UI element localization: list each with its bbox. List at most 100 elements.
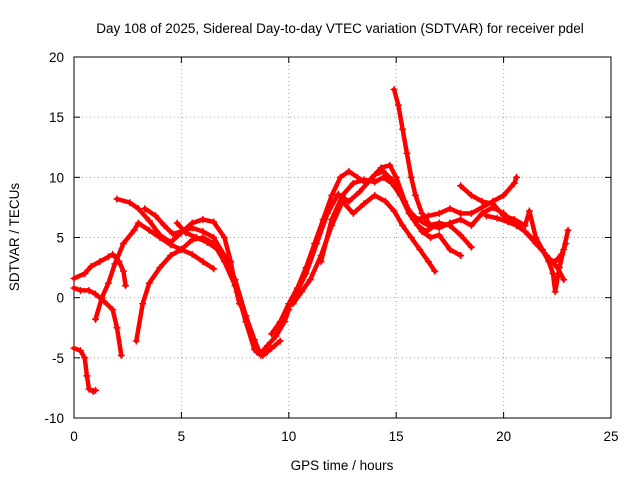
data-point-marker (210, 234, 218, 241)
data-point-marker (156, 231, 164, 239)
data-point-marker (360, 176, 368, 184)
data-point-marker (412, 191, 420, 199)
y-tick-label: -10 (44, 411, 64, 426)
data-point-marker (276, 318, 284, 326)
data-point-marker (145, 217, 153, 225)
x-tick-label: 15 (389, 429, 404, 444)
data-point-marker (298, 288, 306, 296)
data-point-marker (81, 354, 89, 362)
chart-title: Day 108 of 2025, Sidereal Day-to-day VTE… (96, 21, 583, 36)
data-point-marker (377, 164, 385, 172)
data-point-marker (188, 250, 196, 258)
data-point-marker (388, 179, 396, 187)
data-point-marker (478, 197, 486, 205)
series-line (134, 235, 270, 358)
data-point-marker (122, 282, 130, 290)
data-point-marker (182, 229, 190, 237)
data-point-marker (379, 173, 387, 181)
data-point-marker (467, 209, 475, 217)
data-point-marker (145, 226, 153, 234)
data-point-marker (119, 240, 127, 248)
data-point-marker (139, 300, 147, 308)
data-point-marker (104, 279, 112, 287)
data-point-marker (435, 231, 443, 239)
data-point-marker (70, 344, 78, 352)
data-point-marker (427, 234, 435, 241)
data-point-marker (345, 197, 353, 205)
data-point-marker (113, 324, 121, 332)
data-point-marker (551, 288, 559, 296)
series-arc-8 (173, 219, 293, 357)
data-point-marker (336, 173, 344, 181)
data-point-marker (199, 258, 207, 266)
data-point-marker (323, 209, 331, 217)
data-point-marker (81, 270, 89, 278)
data-point-marker (500, 191, 508, 199)
data-point-marker (396, 191, 404, 199)
data-point-marker (551, 258, 559, 266)
series-line (174, 220, 292, 356)
data-point-marker (564, 226, 572, 234)
y-tick-label: 10 (49, 170, 64, 185)
data-point-marker (405, 207, 413, 215)
data-point-marker (167, 252, 175, 260)
data-point-marker (317, 258, 325, 266)
data-point-marker (145, 279, 153, 287)
data-point-marker (457, 252, 465, 260)
data-point-marker (493, 214, 501, 222)
x-tick-label: 25 (603, 429, 618, 444)
data-point-marker (334, 190, 342, 198)
data-point-marker (418, 227, 426, 235)
data-point-marker (134, 205, 142, 213)
data-point-marker (390, 207, 398, 215)
data-point-marker (345, 167, 353, 175)
data-point-marker (119, 267, 127, 275)
series-arc-7 (141, 205, 284, 359)
data-point-marker (130, 226, 138, 234)
data-point-marker (109, 250, 117, 258)
data-point-marker (399, 125, 407, 133)
data-point-marker (381, 197, 389, 205)
data-point-marker (91, 315, 99, 323)
x-tick-label: 5 (178, 429, 186, 444)
series-line (290, 193, 438, 306)
y-tick-label: 5 (56, 231, 64, 246)
data-point-marker (530, 236, 538, 244)
data-point-marker (132, 337, 140, 345)
data-point-marker (435, 224, 443, 232)
data-point-marker (467, 221, 475, 229)
data-point-marker (560, 276, 568, 284)
data-point-marker (91, 386, 99, 394)
data-point-marker (167, 238, 175, 246)
data-point-marker (360, 200, 368, 208)
data-point-marker (407, 234, 415, 241)
x-tick-label: 10 (281, 429, 296, 444)
data-point-marker (512, 173, 520, 181)
data-point-marker (392, 173, 400, 181)
data-point-marker (555, 264, 563, 272)
data-point-marker (424, 258, 432, 266)
data-point-marker (233, 288, 241, 296)
data-point-marker (177, 246, 185, 254)
data-point-marker (141, 205, 149, 213)
data-point-marker (386, 161, 394, 169)
data-point-marker (126, 199, 134, 207)
data-point-marker (371, 191, 379, 199)
data-point-marker (263, 342, 271, 350)
y-tick-label: 20 (49, 50, 64, 65)
data-point-marker (403, 149, 411, 157)
data-point-marker (214, 246, 222, 254)
data-point-marker (545, 258, 553, 266)
x-axis-label: GPS time / hours (291, 458, 394, 473)
y-tick-label: -5 (52, 351, 64, 366)
data-point-marker (272, 332, 280, 340)
series-arc-1 (70, 344, 99, 396)
data-point-marker (399, 221, 407, 229)
series-line (484, 213, 571, 294)
data-point-marker (446, 219, 454, 227)
data-point-marker (76, 286, 84, 294)
data-point-marker (199, 227, 207, 235)
data-point-marker (489, 200, 497, 208)
data-point-marker (525, 207, 533, 215)
